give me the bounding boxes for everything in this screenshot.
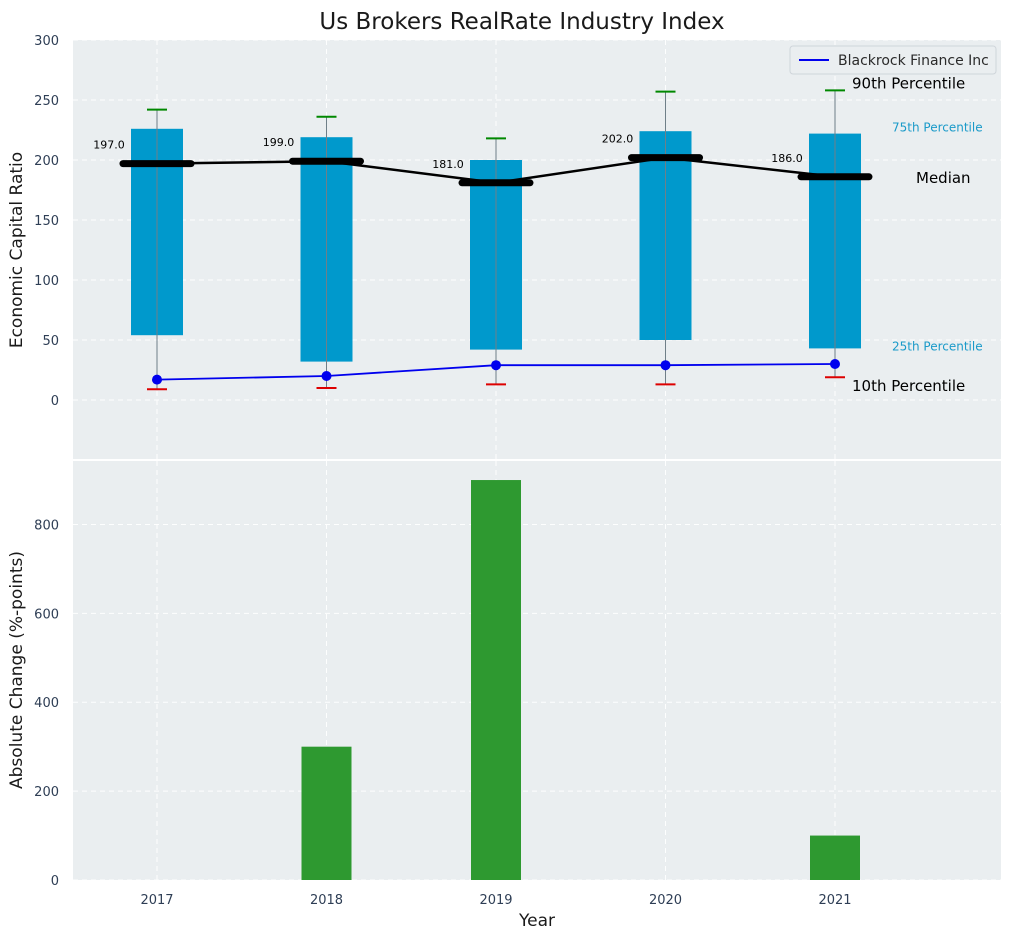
- change-bars: [301, 480, 860, 880]
- change-bar: [810, 835, 860, 880]
- legend-label: Blackrock Finance Inc: [838, 53, 989, 69]
- bottom-y-tick-label: 800: [34, 518, 59, 533]
- median-value-label: 199.0: [263, 136, 295, 149]
- change-bar: [471, 480, 521, 880]
- x-tick-labels: 2017 2018 2019 2020 2021: [140, 893, 851, 908]
- bottom-y-axis-label: Absolute Change (%-points): [7, 551, 27, 789]
- top-y-axis-label: Economic Capital Ratio: [7, 152, 27, 348]
- median-value-label: 202.0: [602, 133, 634, 146]
- chart-title: Us Brokers RealRate Industry Index: [319, 9, 724, 35]
- company-series-point: [660, 360, 671, 371]
- top-y-tick-label: 300: [34, 34, 59, 49]
- top-y-tick-label: 0: [51, 394, 59, 409]
- company-series-point: [491, 360, 501, 371]
- top-y-tick-label: 100: [34, 274, 59, 289]
- top-plot-area: [73, 40, 1001, 459]
- bottom-plot-area: [73, 461, 1001, 880]
- median-line-group: 197.0 199.0 181.0 202.0 186.0: [93, 133, 873, 187]
- percentile-annotations: 90th Percentile 75th Percentile Median 25th…: [852, 74, 983, 395]
- p10-annotation: 10th Percentile: [852, 377, 965, 395]
- legend: Blackrock Finance Inc: [789, 45, 997, 75]
- top-y-tick-labels: 0 50 100 150 200 250 300: [34, 34, 59, 409]
- bottom-y-tick-label: 600: [34, 607, 59, 622]
- top-y-tick-label: 150: [34, 214, 59, 229]
- p90-annotation: 90th Percentile: [852, 74, 965, 92]
- bottom-y-tick-label: 0: [51, 874, 59, 889]
- x-axis-label: Year: [518, 911, 555, 931]
- p75-annotation: 75th Percentile: [892, 121, 983, 135]
- median-annotation: Median: [916, 169, 971, 187]
- x-tick-label: 2021: [818, 893, 851, 908]
- x-tick-label: 2017: [140, 893, 173, 908]
- company-series-point: [152, 374, 162, 385]
- p25-annotation: 25th Percentile: [892, 339, 983, 353]
- top-y-tick-label: 200: [34, 154, 59, 169]
- company-series-group: [152, 359, 840, 385]
- bottom-y-tick-label: 200: [34, 785, 59, 800]
- median-value-label: 186.0: [771, 152, 803, 165]
- company-series-point: [321, 371, 332, 381]
- median-value-label: 197.0: [93, 139, 125, 152]
- x-tick-label: 2018: [310, 893, 343, 908]
- company-series-point: [830, 359, 840, 369]
- x-tick-label: 2020: [649, 893, 682, 908]
- top-y-tick-label: 250: [34, 94, 59, 109]
- change-bar: [301, 746, 352, 880]
- top-y-tick-label: 50: [42, 334, 59, 349]
- x-tick-label: 2019: [479, 893, 512, 908]
- legend-box: [789, 45, 997, 75]
- median-value-label: 181.0: [432, 158, 464, 171]
- bottom-y-tick-labels: 0 200 400 600 800: [34, 518, 59, 889]
- bottom-y-tick-label: 400: [34, 696, 59, 711]
